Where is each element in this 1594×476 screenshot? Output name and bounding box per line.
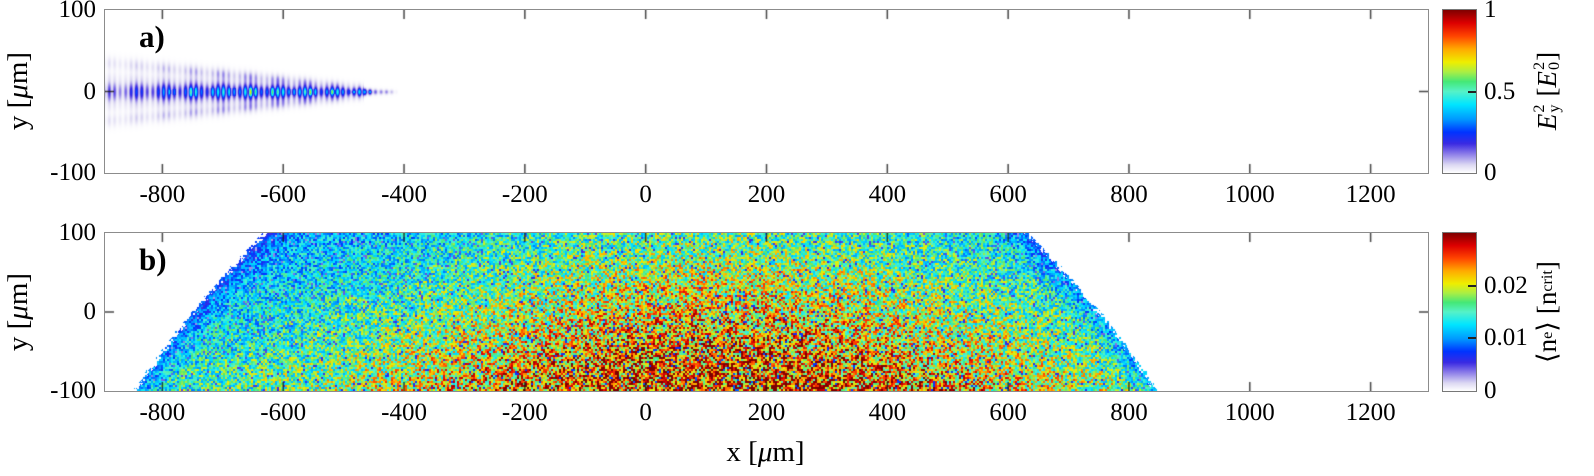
y-axis-mu: μ: [2, 84, 34, 99]
colorbar-a-bracket-close: ]: [1531, 51, 1562, 61]
x-axis-title-text: x [: [726, 436, 758, 468]
colorbar-a-sub: y: [1545, 104, 1563, 113]
colorbar-b-angle-close: ⟩: [1531, 321, 1562, 332]
panel-a-x-tick-label: -400: [381, 181, 427, 208]
panel-a-y-tick-label: 0: [83, 77, 97, 105]
panel-b-x-tick-label: 600: [989, 399, 1027, 426]
panel-b-x-tick-label: 400: [868, 399, 907, 426]
colorbar-a-bracket-open: [: [1531, 87, 1562, 97]
panel-b-y-tick-label: -100: [50, 377, 96, 404]
colorbar-a-tick-label: 0.5: [1484, 77, 1516, 105]
panel-a-plot: a): [104, 9, 1429, 174]
panel-b-x-tick-label: 200: [747, 399, 786, 426]
panel-a-heatmap: [105, 10, 1428, 173]
panel-a-y-tick-label: -100: [50, 159, 96, 186]
panel-a-x-tick-label: 800: [1110, 181, 1148, 208]
colorbar-b-tick-label: 0.01: [1484, 324, 1528, 352]
y-axis-title-unit: m]: [2, 51, 34, 85]
panel-b-heatmap: [105, 233, 1428, 391]
colorbar-a-unit-sub: 0: [1545, 61, 1563, 70]
colorbar-a-unit-symbol: E: [1531, 71, 1562, 88]
colorbar-b-angle-open: ⟨: [1531, 352, 1562, 363]
panel-b-y-tick-label: 100: [58, 219, 97, 246]
colorbar-a-tick-label: 1: [1484, 0, 1497, 23]
panel-a-x-tick-label: 1200: [1345, 181, 1396, 208]
x-axis-title-unit: m]: [772, 436, 805, 468]
cb-b-tick: [1468, 284, 1476, 287]
y-axis-mu: μ: [2, 305, 34, 320]
panel-a-x-tick-label: 1000: [1224, 181, 1275, 208]
y-axis-title-text: y [: [2, 319, 34, 352]
x-axis-mu: μ: [757, 436, 773, 468]
panel-b-x-tick-label: 1200: [1345, 399, 1396, 426]
panel-b-x-tick-label: -400: [381, 399, 427, 426]
panel-a-x-tick-label: -800: [139, 181, 186, 208]
panel-a-x-tick-label: -600: [260, 181, 307, 208]
panel-a-x-tick-label: 200: [747, 181, 786, 208]
panel-a-x-tick-label: -200: [501, 181, 548, 208]
panel-b-x-tick-label: -800: [139, 399, 186, 426]
panel-b-x-tick-label: 1000: [1224, 399, 1275, 426]
colorbar-b-bracket-close: ]: [1531, 261, 1562, 271]
colorbar-b-title: ⟨ n e ⟩[n crit]: [1525, 162, 1569, 462]
y-axis-title-text: y [: [2, 98, 34, 131]
colorbar-b-tick-label: 0: [1484, 377, 1497, 404]
cb-b-tick: [1468, 337, 1476, 340]
panel-a-letter: a): [139, 19, 165, 54]
panel-a-x-tick-label: 400: [868, 181, 907, 208]
colorbar-b-bracket-open: [: [1531, 305, 1562, 315]
x-axis-title: x [μm]: [104, 435, 1427, 469]
panel-b-x-tick-label: -200: [501, 399, 548, 426]
colorbar-b-symbol: n: [1531, 338, 1562, 353]
panel-b-plot: b): [104, 232, 1429, 392]
colorbar-b: [1442, 232, 1477, 392]
panel-a-x-tick-label: 0: [639, 181, 652, 208]
colorbar-a-symbol: E: [1531, 113, 1562, 131]
panel-b-y-tick-label: 0: [83, 298, 97, 325]
colorbar-b-tick-label: 0.02: [1484, 271, 1528, 299]
panel-b-letter: b): [139, 242, 167, 277]
y-axis-title-panel-b: y [μ m]: [1, 182, 35, 442]
panel-b-x-tick-label: 0: [639, 399, 652, 426]
panel-a-y-tick-label: 100: [58, 0, 97, 23]
panel-b-x-tick-label: 800: [1110, 399, 1148, 426]
colorbar-a: [1442, 9, 1477, 174]
y-axis-title-unit: m]: [2, 272, 34, 306]
cb-a-tick: [1468, 90, 1476, 93]
panel-a-x-tick-label: 600: [989, 181, 1027, 208]
colorbar-b-unit-symbol: n: [1531, 291, 1562, 306]
panel-b-x-tick-label: -600: [260, 399, 307, 426]
colorbar-b-sub: e: [1537, 331, 1556, 339]
colorbar-b-unit-sub: crit: [1537, 270, 1556, 292]
colorbar-a-tick-label: 0: [1484, 159, 1497, 186]
